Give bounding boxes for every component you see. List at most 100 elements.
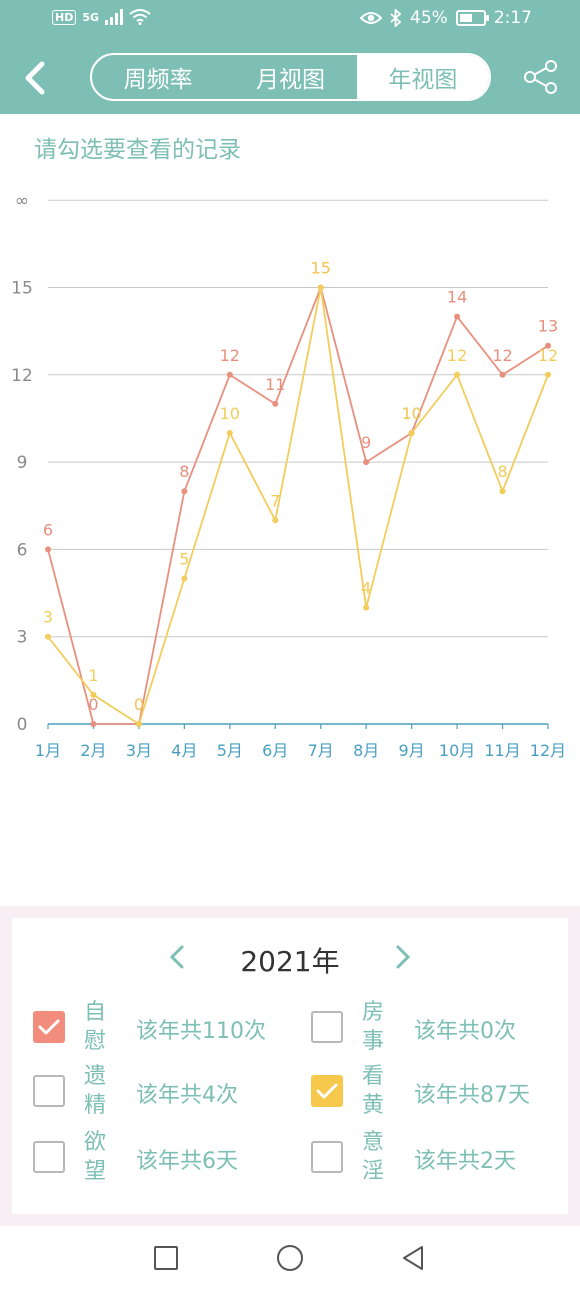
data-point [181, 488, 188, 495]
x-tick-label: 7月 [308, 741, 334, 760]
tab-month-view[interactable]: 月视图 [255, 67, 325, 93]
data-label: 8 [497, 462, 507, 481]
checkbox-emission[interactable] [33, 1075, 65, 1107]
view-switcher: 周频率 月视图 年视图 [90, 53, 491, 101]
recent-apps-square-icon[interactable] [151, 1243, 181, 1273]
record-name: 自慰 [84, 1000, 107, 1054]
data-point [545, 371, 551, 378]
data-point [272, 517, 279, 524]
checkbox-fantasy[interactable] [311, 1141, 343, 1173]
hd-badge: HD [52, 9, 77, 25]
checkbox-intercourse[interactable] [311, 1011, 343, 1043]
data-label: 0 [134, 695, 144, 714]
x-tick-label: 5月 [217, 741, 243, 760]
data-label: 6 [43, 520, 53, 539]
data-label: 12 [220, 346, 240, 365]
record-name: 欲望 [84, 1130, 107, 1184]
data-label: 7 [270, 491, 280, 510]
eye-icon [360, 12, 383, 24]
next-year-chevron-icon[interactable] [390, 942, 416, 972]
system-nav-bar [0, 1226, 580, 1289]
back-arrow-icon[interactable] [18, 58, 52, 98]
data-label: 10 [220, 404, 240, 423]
clock: 2:17 [493, 8, 532, 28]
data-point [181, 575, 188, 582]
home-circle-icon[interactable] [275, 1243, 305, 1273]
x-tick-label: 1月 [35, 741, 61, 760]
x-tick-label: 12月 [530, 741, 566, 760]
data-label: 0 [134, 695, 144, 714]
x-tick-label: 9月 [399, 741, 425, 760]
series-line-0 [47, 284, 549, 725]
check-icon [38, 1019, 60, 1035]
record-name: 看黄 [362, 1064, 385, 1118]
data-point [135, 721, 142, 727]
record-name: 遗精 [84, 1064, 107, 1118]
record-stat: 该年共110次 [136, 1019, 266, 1044]
x-tick-label: 4月 [171, 741, 197, 760]
x-tick-label: 3月 [126, 741, 152, 760]
x-tick-label: 6月 [262, 741, 288, 760]
data-label: 3 [43, 608, 53, 627]
data-label: 10 [401, 404, 421, 423]
series-line-1 [47, 287, 549, 726]
record-item-emission[interactable]: 遗精 该年共4次 [24, 1062, 284, 1120]
data-point [499, 488, 506, 495]
year-selector: 2021年 [12, 936, 568, 978]
checkbox-desire[interactable] [33, 1141, 65, 1173]
prev-year-chevron-icon[interactable] [164, 942, 190, 972]
record-stat: 该年共6天 [136, 1149, 238, 1174]
record-name: 房事 [362, 1000, 385, 1054]
data-point [363, 604, 370, 611]
tab-year-view[interactable]: 年视图 [356, 55, 489, 99]
share-icon[interactable] [522, 58, 560, 96]
record-item-intercourse[interactable]: 房事 该年共0次 [302, 998, 562, 1056]
year-label: 2021年 [240, 945, 340, 978]
check-icon [316, 1083, 338, 1099]
x-tick-label: 11月 [484, 741, 520, 760]
tab-week-frequency[interactable]: 周频率 [123, 67, 193, 93]
y-tick-label: 9 [17, 453, 28, 473]
status-bar: HD 5G 45% 2:17 [0, 0, 580, 38]
bluetooth-icon [390, 9, 402, 27]
data-point [499, 371, 506, 378]
data-point [226, 371, 233, 378]
data-point [45, 633, 51, 640]
record-stat: 该年共87天 [414, 1083, 530, 1108]
back-triangle-icon[interactable] [398, 1243, 428, 1273]
data-label: 5 [179, 550, 189, 569]
data-point [45, 546, 51, 553]
select-records-hint: 请勾选要查看的记录 [34, 137, 241, 163]
battery-percent: 45% [410, 8, 448, 28]
y-tick-label: ∞ [15, 191, 29, 211]
data-point [272, 400, 279, 407]
record-stat: 该年共2天 [414, 1149, 516, 1174]
data-label: 13 [538, 317, 558, 336]
data-label: 12 [447, 346, 467, 365]
x-tick-label: 10月 [439, 741, 475, 760]
checkbox-masturbation[interactable] [33, 1011, 65, 1043]
data-label: 12 [492, 346, 512, 365]
data-point [454, 313, 461, 320]
data-point [90, 721, 97, 727]
data-label: 11 [265, 375, 285, 394]
y-tick-label: 3 [17, 628, 28, 648]
record-item-desire[interactable]: 欲望 该年共6天 [24, 1128, 284, 1186]
data-point [226, 430, 233, 436]
signal-icon [105, 9, 124, 25]
data-point [90, 691, 97, 698]
data-point [363, 459, 370, 466]
y-tick-label: 15 [11, 279, 33, 299]
checkbox-watching[interactable] [311, 1075, 343, 1107]
signal-label: 5G [82, 10, 100, 24]
record-item-watching[interactable]: 看黄 该年共87天 [302, 1062, 562, 1120]
record-item-masturbation[interactable]: 自慰 该年共110次 [24, 998, 284, 1056]
record-filter-panel: 2021年 自慰 该年共110次 房事 该年共0次 遗精 该年共4次 看黄 该年… [12, 918, 568, 1214]
y-tick-label: 12 [11, 366, 33, 386]
record-name: 意淫 [362, 1130, 385, 1184]
data-point [454, 371, 461, 378]
record-item-fantasy[interactable]: 意淫 该年共2天 [302, 1128, 562, 1186]
data-label: 15 [311, 259, 331, 278]
record-stat: 该年共4次 [136, 1083, 238, 1108]
